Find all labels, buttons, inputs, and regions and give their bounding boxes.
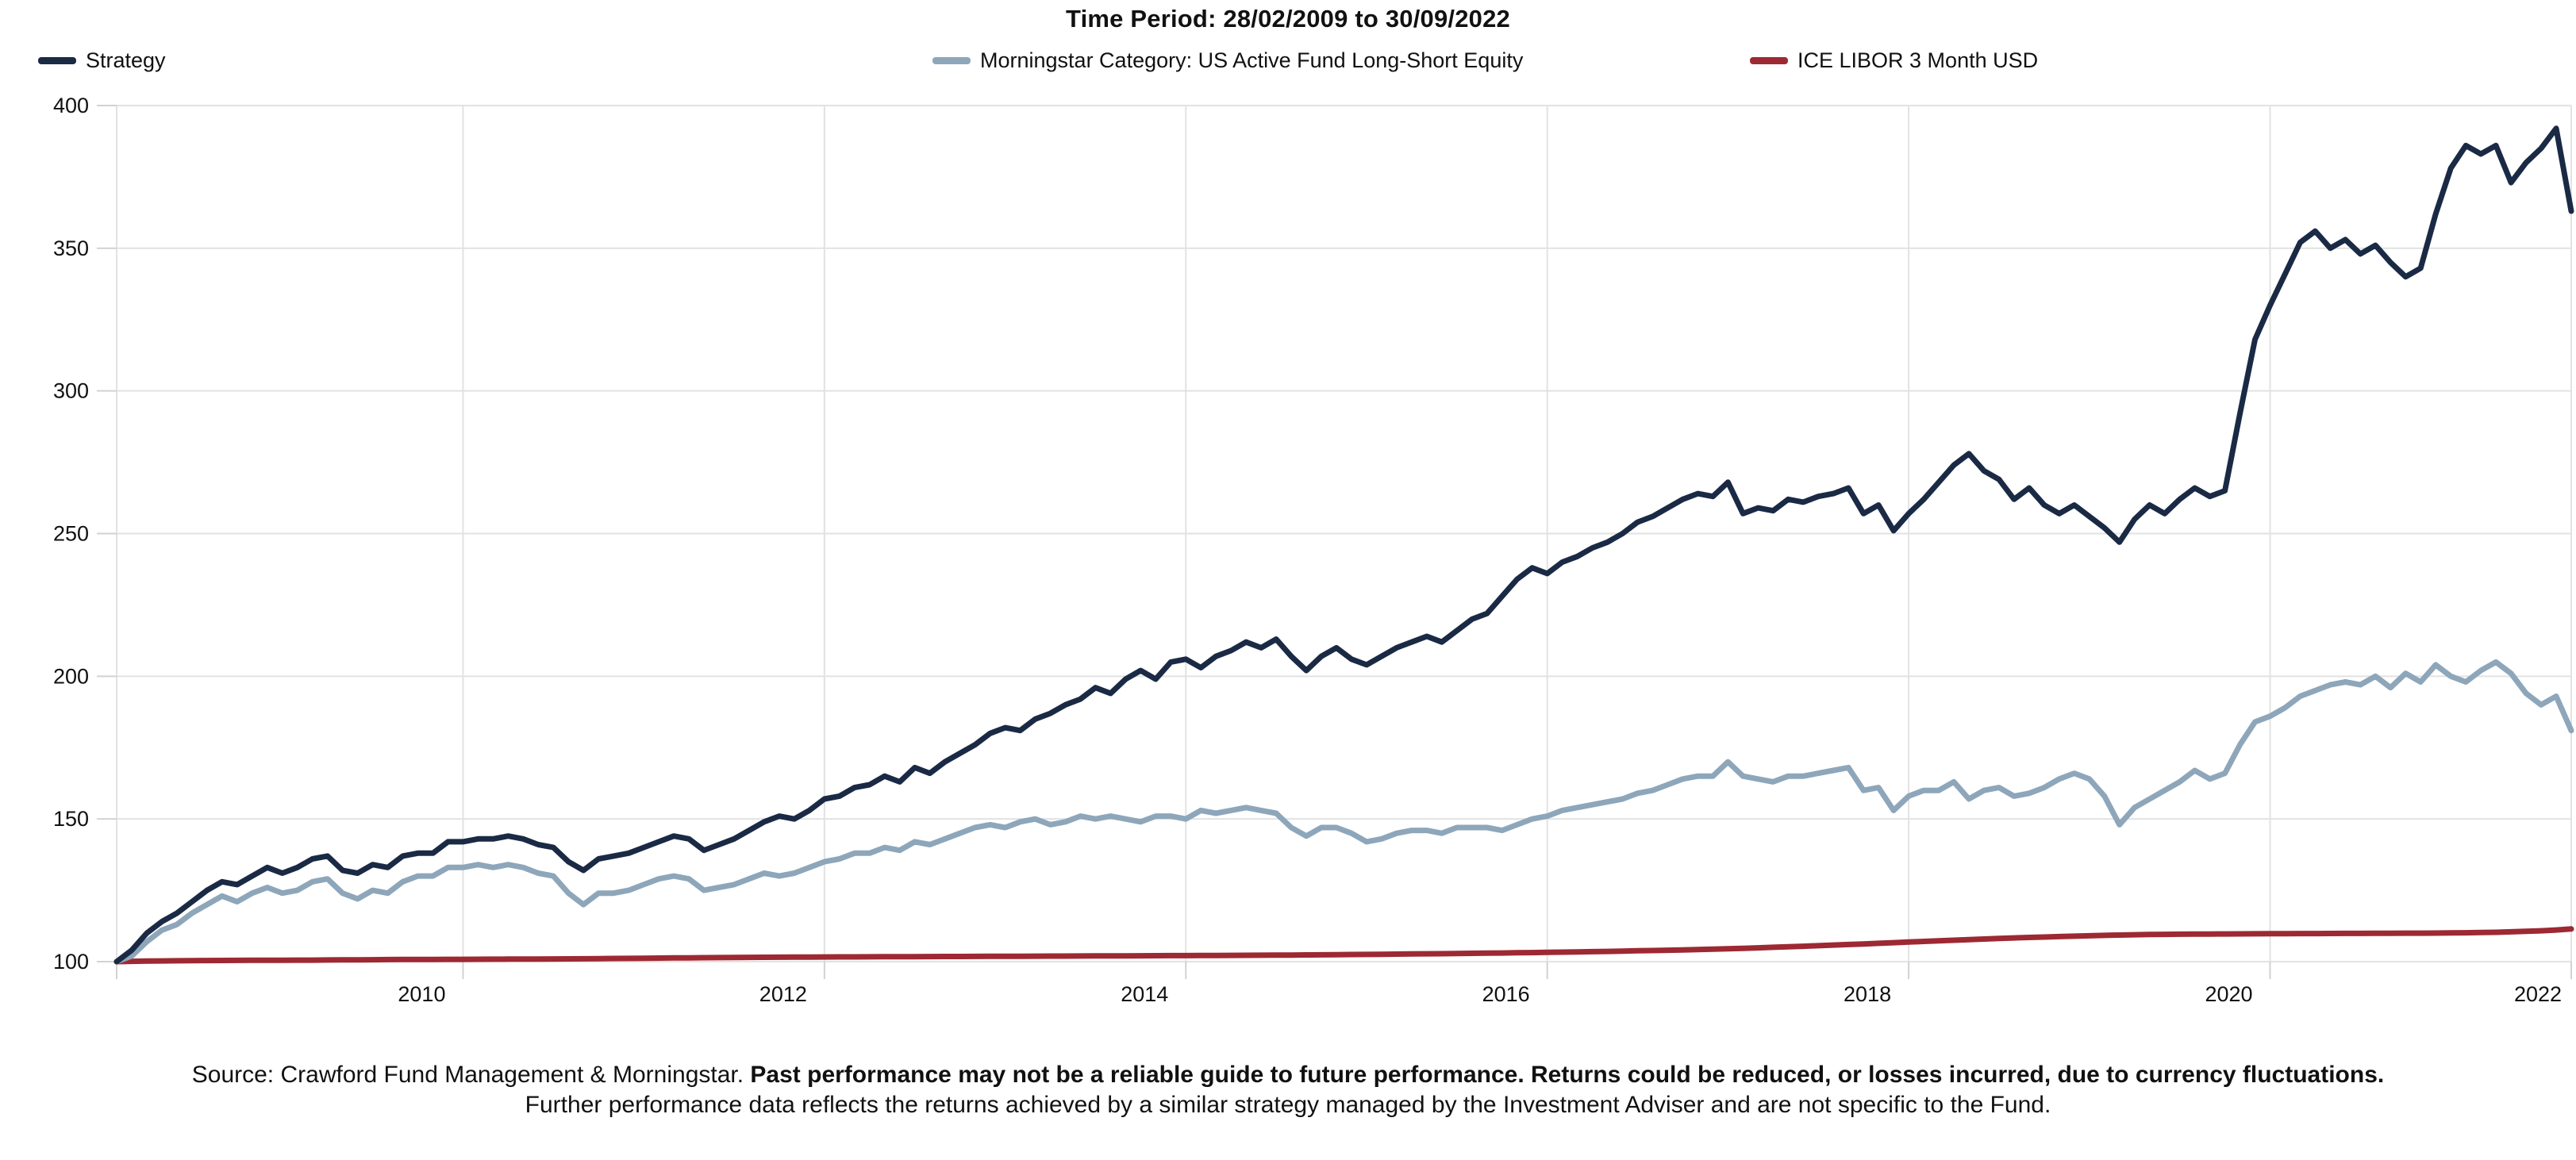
legend-item-category: Morningstar Category: US Active Fund Lon… [932,44,1523,76]
legend-item-libor: ICE LIBOR 3 Month USD [1750,44,2038,76]
svg-text:350: 350 [53,236,89,260]
svg-text:2016: 2016 [1482,982,1530,1006]
chart-legend: Strategy Morningstar Category: US Active… [0,44,2576,76]
page-title: Time Period: 28/02/2009 to 30/09/2022 [1066,5,1510,33]
legend-label: Strategy [86,48,166,72]
svg-text:2014: 2014 [1121,982,1168,1006]
svg-text:300: 300 [53,379,89,403]
legend-label: Morningstar Category: US Active Fund Lon… [980,48,1524,72]
svg-text:200: 200 [53,664,89,688]
footer-line-2: Further performance data reflects the re… [525,1092,2051,1118]
svg-text:150: 150 [53,807,89,831]
footer-source-text: Source: Crawford Fund Management & Morni… [191,1062,751,1088]
footer-warning-text: Past performance may not be a reliable g… [750,1062,2385,1088]
libor-line-swatch-icon [1750,56,1788,64]
legend-item-strategy: Strategy [38,44,166,76]
category-line-swatch-icon [932,56,971,64]
svg-text:100: 100 [53,950,89,974]
svg-text:250: 250 [53,522,89,546]
svg-text:2020: 2020 [2205,982,2252,1006]
legend-label: ICE LIBOR 3 Month USD [1797,48,2039,72]
svg-text:400: 400 [53,94,89,117]
footer-disclaimer: Source: Crawford Fund Management & Morni… [0,1060,2576,1120]
svg-text:2018: 2018 [1844,982,1891,1006]
svg-text:2022: 2022 [2514,982,2562,1006]
strategy-line-swatch-icon [38,56,76,64]
svg-text:2010: 2010 [398,982,445,1006]
svg-text:2012: 2012 [759,982,807,1006]
footer-line-1: Source: Crawford Fund Management & Morni… [0,1060,2576,1090]
